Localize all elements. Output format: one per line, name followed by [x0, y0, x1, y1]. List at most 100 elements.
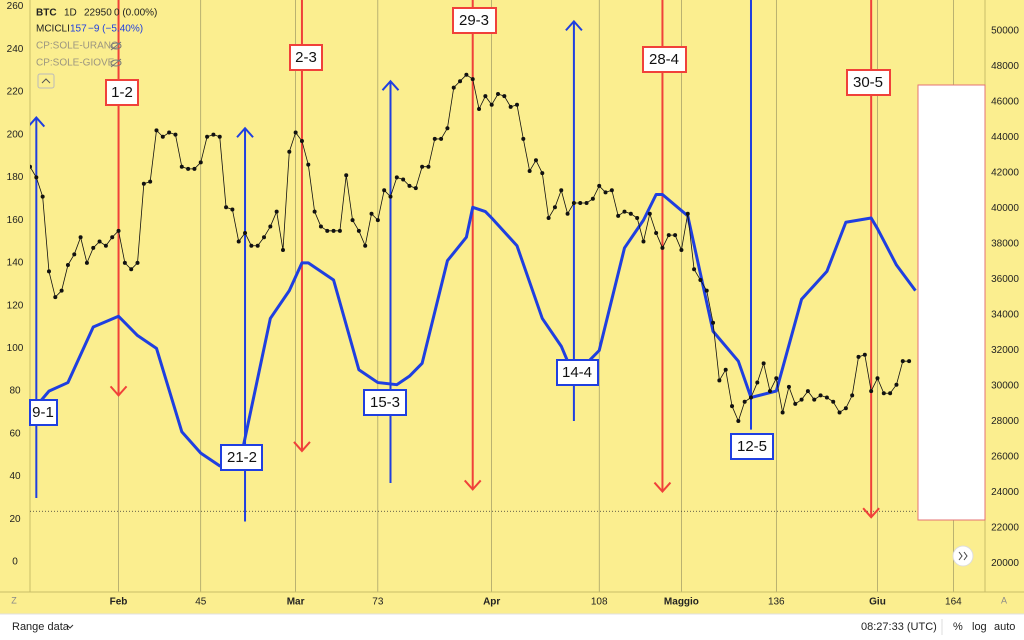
data-point [533, 158, 538, 163]
percent-button[interactable]: % [953, 621, 963, 633]
data-point [692, 267, 697, 272]
data-point [65, 263, 70, 268]
data-point [628, 211, 633, 216]
data-point [654, 230, 659, 235]
annotation-labels: 9-1 1-2 21-2 2-3 15-3 29-3 14-4 28-4 12-… [29, 7, 891, 471]
data-point [255, 243, 260, 248]
data-point [439, 136, 444, 141]
data-point [609, 188, 614, 193]
data-point [420, 164, 425, 169]
data-point [211, 132, 216, 137]
data-point [578, 201, 583, 206]
data-point [869, 389, 874, 394]
left-scale-button[interactable]: Z [11, 595, 17, 605]
data-point [685, 211, 690, 216]
data-point [888, 391, 893, 396]
auto-button[interactable]: auto [994, 621, 1015, 633]
y2-tick-label: 24000 [991, 487, 1019, 498]
data-point [154, 128, 159, 133]
annotation-text: 14-4 [562, 364, 592, 381]
data-point [862, 352, 867, 357]
data-point [53, 295, 58, 300]
data-point [483, 94, 488, 99]
y2-tick-label: 26000 [991, 452, 1019, 463]
data-point [72, 252, 77, 257]
data-point [546, 215, 551, 220]
data-point [34, 175, 39, 180]
arrow-head [862, 507, 880, 519]
data-point [173, 132, 178, 137]
annotation-text: 9-1 [32, 404, 54, 421]
annotation-text: 21-2 [227, 449, 257, 466]
data-point [426, 164, 431, 169]
data-point [907, 359, 912, 364]
arrow-head [463, 479, 482, 491]
legend: BTC 1D 22950 0 (0.00%) MCICLI 157 −9 (−5… [36, 8, 157, 89]
data-point [312, 209, 317, 214]
x-tick-label: Maggio [664, 597, 699, 608]
x-tick-label: 108 [591, 597, 608, 608]
x-tick-label: 73 [372, 597, 384, 608]
data-point [40, 194, 45, 199]
x-tick-label: 136 [768, 597, 785, 608]
legend-interval: 1D [64, 8, 77, 19]
data-point [875, 376, 880, 381]
annotation-label: 15-3 [363, 389, 407, 416]
y-tick-label: 60 [9, 428, 21, 439]
legend-indicator-change: −9 (−5.40%) [88, 24, 143, 35]
data-point [767, 389, 772, 394]
data-point [843, 406, 848, 411]
data-point [160, 134, 165, 139]
y-tick-label: 0 [12, 557, 18, 568]
data-point [470, 77, 475, 82]
data-point [116, 228, 121, 233]
scroll-button[interactable] [952, 545, 974, 567]
data-point [236, 239, 241, 244]
data-point [122, 260, 127, 265]
arrow-head [653, 481, 672, 494]
data-point [780, 410, 785, 415]
data-point [856, 354, 861, 359]
data-point [299, 139, 304, 144]
data-point [850, 393, 855, 398]
y2-tick-label: 32000 [991, 345, 1019, 356]
legend-symbol: BTC [36, 8, 57, 19]
data-point [622, 209, 627, 214]
data-point [103, 243, 108, 248]
right-scale-button[interactable]: A [1001, 595, 1007, 605]
data-point [881, 391, 886, 396]
legend-change: 0 (0.00%) [114, 8, 157, 19]
y-tick-label: 20 [9, 514, 21, 525]
data-point [91, 245, 96, 250]
range-button[interactable]: Range data [12, 621, 70, 633]
legend-indicator-value: 157 [70, 24, 87, 35]
data-point [344, 173, 349, 178]
y2-tick-label: 22000 [991, 523, 1019, 534]
x-tick-label: Giu [869, 597, 886, 608]
arrow-head [236, 126, 254, 138]
data-point [565, 211, 570, 216]
data-point [793, 401, 798, 406]
data-point [900, 359, 905, 364]
data-point [717, 378, 722, 383]
collapse-icon [41, 78, 51, 84]
y2-tick-label: 36000 [991, 274, 1019, 285]
y-tick-label: 220 [7, 87, 24, 98]
data-point [603, 190, 608, 195]
data-point [540, 171, 545, 176]
arrow-head [109, 385, 128, 397]
data-point [812, 397, 817, 402]
y2-tick-label: 42000 [991, 168, 1019, 179]
data-point [730, 404, 735, 409]
data-point [818, 393, 823, 398]
y2-tick-label: 34000 [991, 310, 1019, 321]
data-point [413, 186, 418, 191]
y-tick-label: 40 [9, 471, 21, 482]
data-point [559, 188, 564, 193]
collapse-button[interactable] [37, 73, 55, 89]
log-button[interactable]: log [972, 621, 987, 633]
annotation-text: 12-5 [737, 438, 767, 455]
annotation-label: 2-3 [289, 44, 323, 71]
data-point [325, 228, 330, 233]
x-tick-label: 164 [945, 597, 962, 608]
